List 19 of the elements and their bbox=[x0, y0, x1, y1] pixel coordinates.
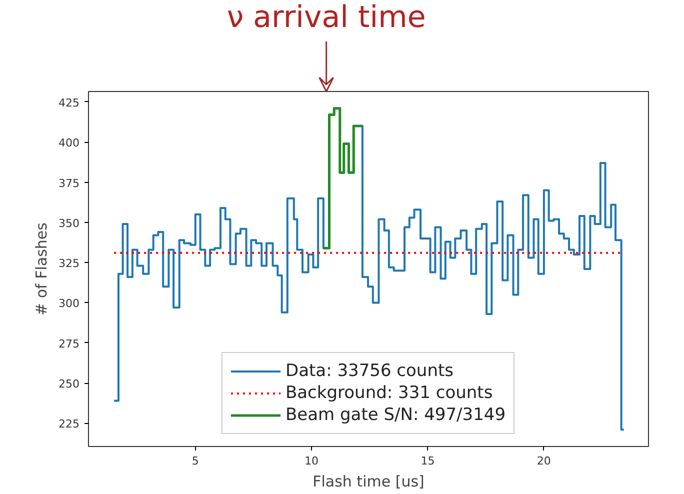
y-tick-label: 250 bbox=[58, 378, 80, 391]
y-tick-label: 300 bbox=[58, 297, 80, 310]
x-tick-label: 5 bbox=[192, 454, 199, 468]
x-axis-title: Flash time [us] bbox=[312, 472, 424, 490]
y-tick-label: 425 bbox=[58, 96, 80, 110]
x-tick-label: 10 bbox=[304, 454, 319, 468]
y-tick-label: 400 bbox=[58, 136, 80, 150]
x-tick-label: 20 bbox=[536, 454, 551, 468]
legend-label: Background: 331 counts bbox=[285, 383, 493, 403]
y-tick-label: 225 bbox=[58, 418, 80, 431]
y-tick-label: 275 bbox=[58, 337, 80, 350]
legend-label: Data: 33756 counts bbox=[285, 361, 454, 381]
y-tick-label: 375 bbox=[58, 176, 80, 190]
y-axis-title: # of Flashes bbox=[32, 222, 51, 316]
y-tick-label: 325 bbox=[58, 257, 80, 270]
text: ν arrival time bbox=[226, 0, 426, 36]
x-tick-label: 15 bbox=[420, 454, 435, 468]
y-tick-label: 350 bbox=[58, 216, 80, 230]
legend-label: Beam gate S/N: 497/3149 bbox=[285, 405, 506, 425]
